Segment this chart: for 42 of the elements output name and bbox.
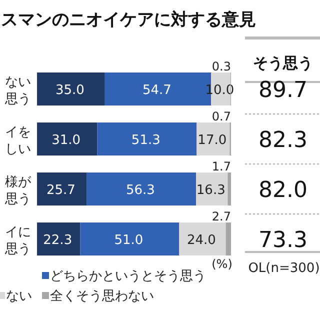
data-label: 56.3	[126, 183, 155, 198]
chart-title: スマンのニオイケアに対する意見	[1, 10, 256, 30]
data-label: 17.0	[198, 133, 227, 148]
data-label: 16.3	[196, 183, 226, 198]
bar	[86, 172, 196, 206]
y-tick-label: イに思う	[4, 225, 31, 257]
data-label: 0.3	[212, 60, 231, 74]
data-label: 31.0	[52, 133, 81, 148]
legend-label: どちらかというとそう思う	[50, 269, 206, 284]
annotation: (%)	[212, 257, 232, 271]
y-tick-label: ない 思う	[4, 75, 31, 107]
bar	[226, 222, 231, 256]
legend-label: ない	[6, 289, 32, 304]
bar	[37, 172, 87, 206]
data-label: 25.7	[46, 183, 76, 198]
bar	[228, 172, 231, 206]
data-label: 0.7	[212, 110, 231, 124]
text: 82.0	[258, 178, 308, 203]
text: 89.7	[258, 78, 308, 103]
data-label: 2.7	[212, 210, 231, 224]
data-label: 51.0	[114, 233, 144, 248]
y-tick-label: イをしい	[5, 125, 31, 157]
bar	[196, 172, 228, 206]
text: そう思う	[253, 54, 313, 72]
data-label: 35.0	[55, 83, 84, 98]
data-label: 54.7	[142, 83, 172, 98]
legend-label: 全くそう思わない	[50, 289, 154, 304]
data-label: 1.7	[212, 160, 231, 174]
bar	[37, 222, 80, 256]
bar	[37, 122, 98, 156]
bar	[179, 222, 226, 256]
data-label: 51.3	[131, 133, 160, 148]
text: OL(n=300)	[248, 261, 320, 276]
bar	[80, 222, 180, 256]
bar	[196, 122, 230, 156]
text: 73.3	[258, 228, 308, 253]
bar	[37, 72, 105, 106]
y-tick-label: 様が思う	[4, 175, 32, 207]
bar	[97, 122, 197, 156]
text: 82.3	[258, 128, 308, 153]
data-label: 24.0	[187, 233, 216, 248]
data-label: 22.3	[43, 233, 72, 248]
